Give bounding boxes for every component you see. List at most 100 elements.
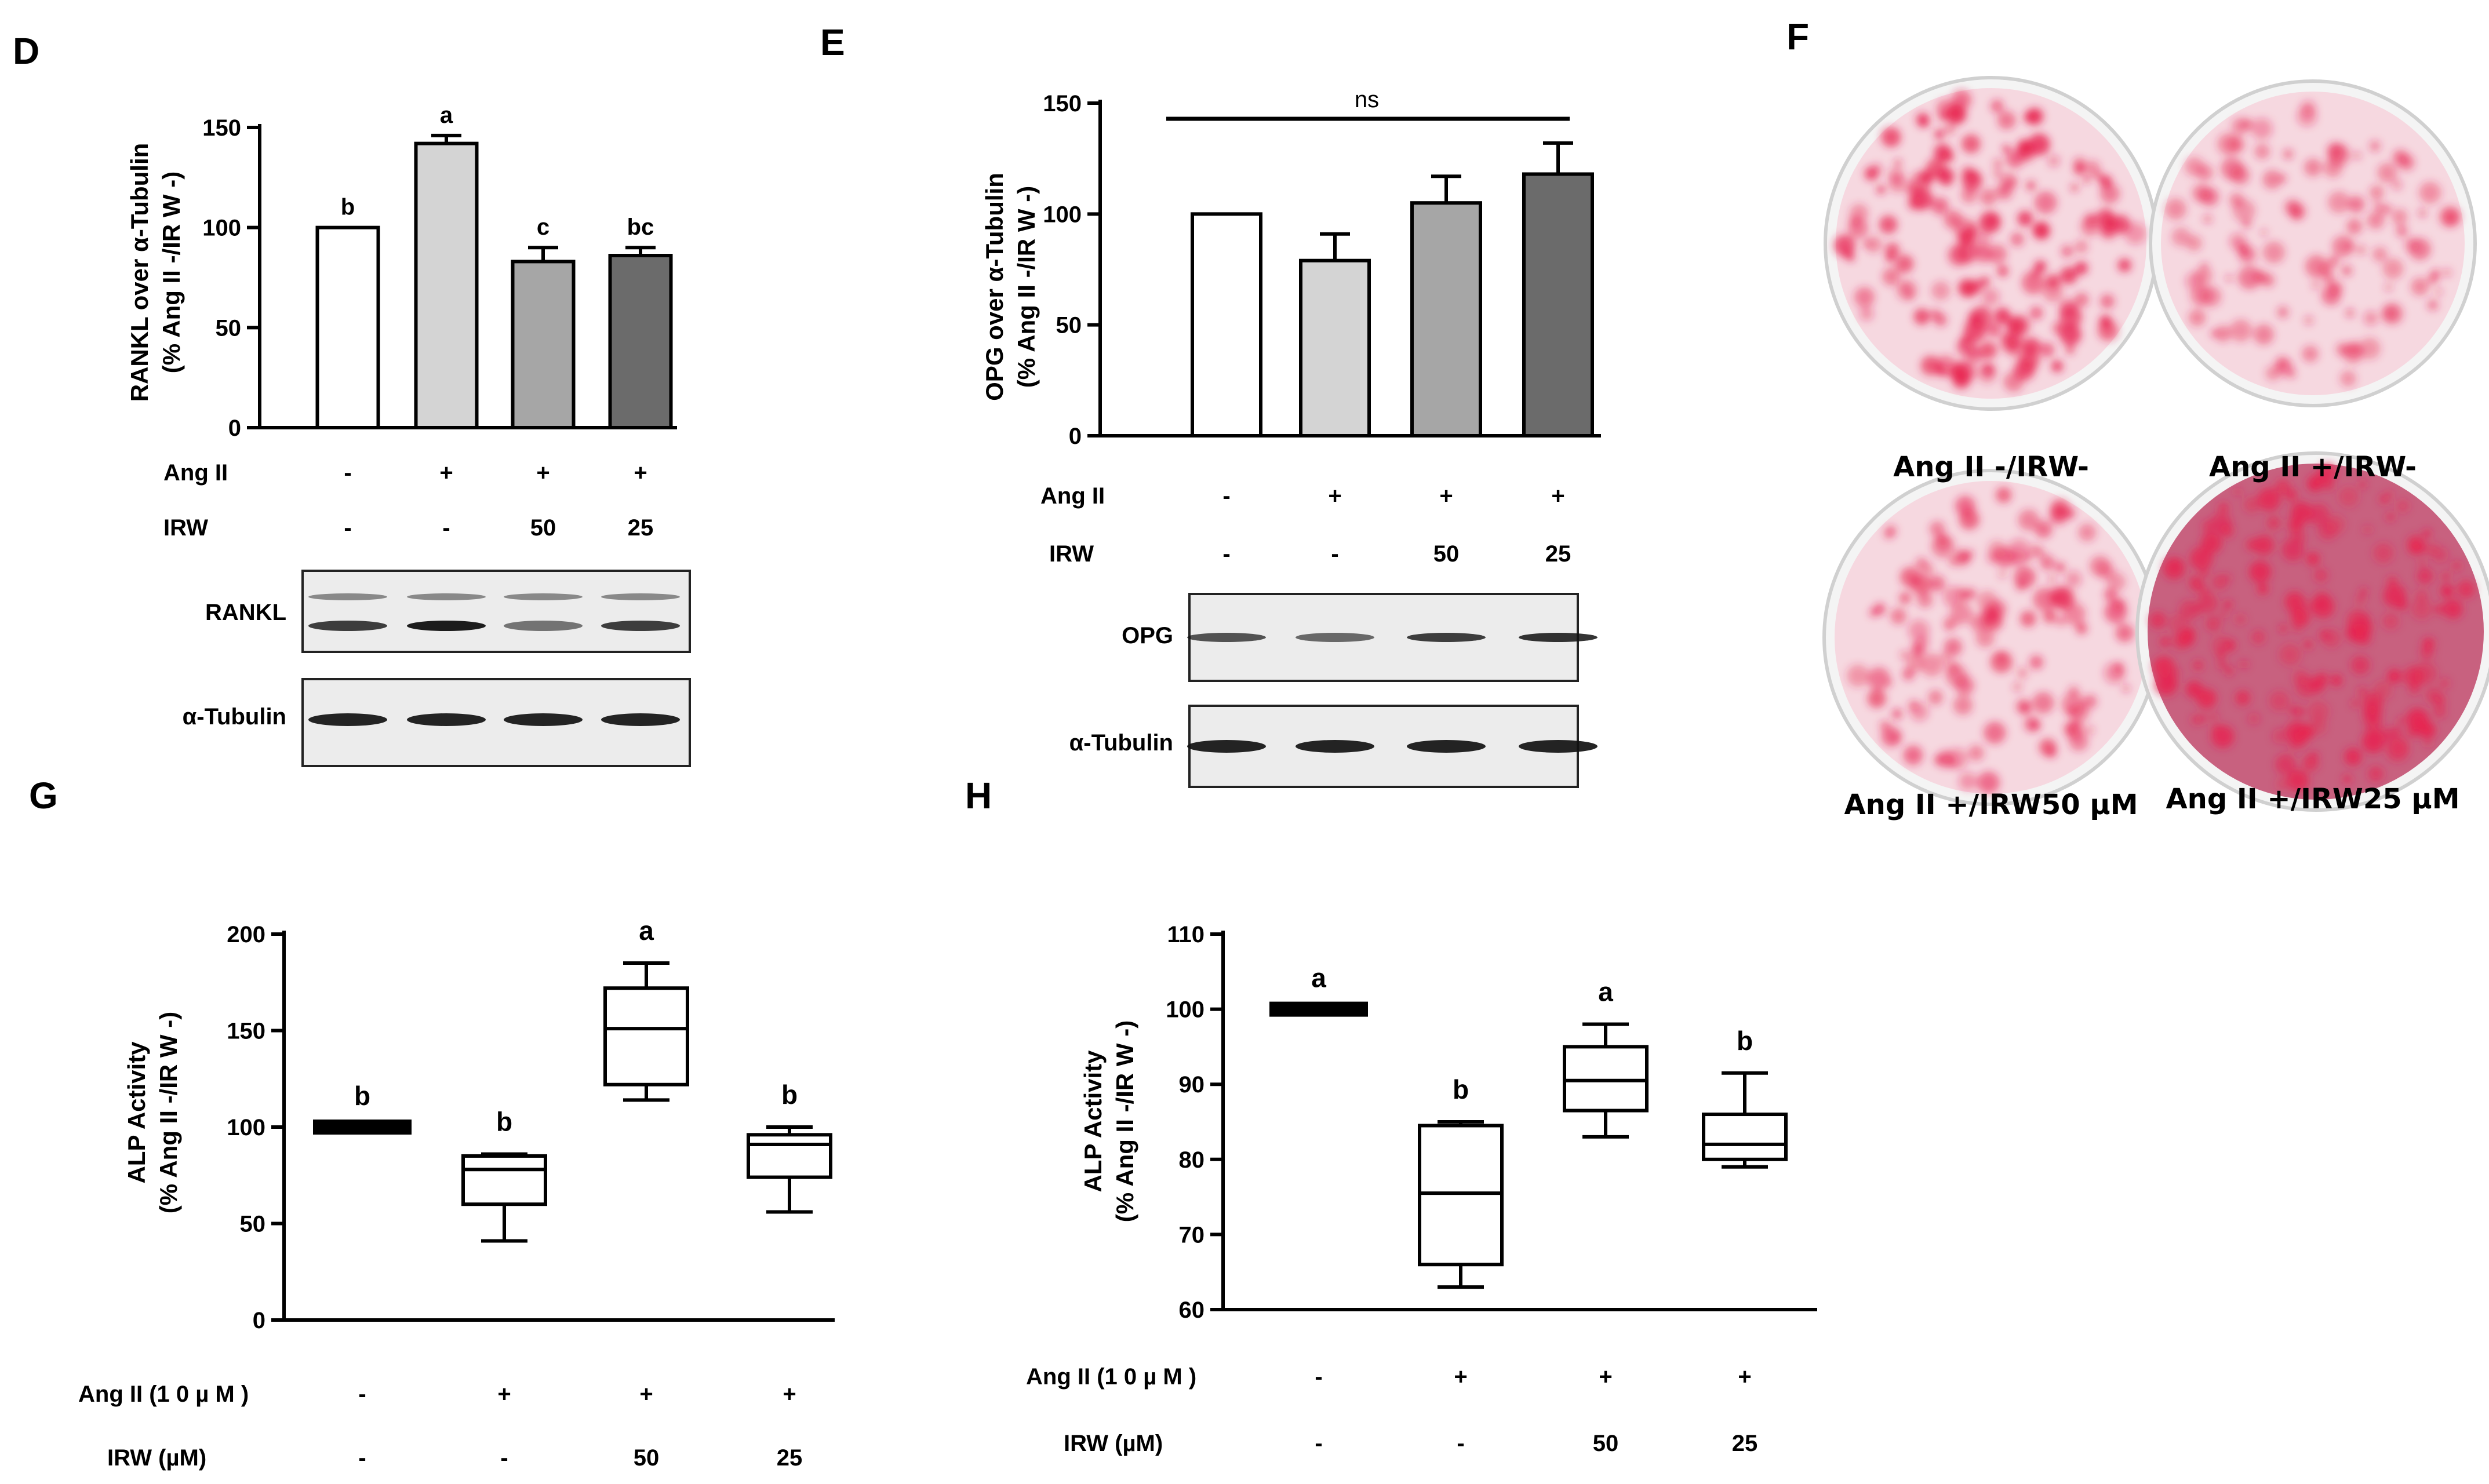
dish-0-stain-163 [1934,313,1947,327]
dish-3-stain-102 [2381,728,2395,742]
dish-3-stain-142 [2183,627,2196,640]
dish-3-stain-119 [2196,688,2217,709]
chart-e-ylabel-line2: (% Ang II -/IR W -) [1013,186,1040,388]
dish-3-stain-162 [2316,672,2328,684]
chart-e-ylabel-line1: OPG over α-Tubulin [981,173,1008,401]
D-y-tick-label-3: 150 [202,115,241,141]
dish-3-stain-150 [2391,726,2402,737]
D-bar-0 [315,225,380,429]
dish-0-stain-142 [1905,182,1920,197]
dish-3-stain-166 [2217,659,2228,669]
dish-3-stain-140 [2233,487,2242,497]
E-blot-0-band-0-lane-3 [1519,633,1598,642]
dish-2-stain-32 [2078,523,2097,542]
dish-3-stain-134 [2346,623,2365,642]
dish-3-stain-67 [2267,516,2280,530]
dish-2-stain-61 [1883,529,1894,539]
dish-1-stain-30 [2260,229,2268,236]
D-row-0-value-0: - [344,460,351,486]
dish-0-stain-131 [1962,229,1975,242]
dish-3-stain-3 [2251,630,2266,644]
G-row-1-value-1: - [500,1445,508,1471]
dish-2-stain-76 [1903,745,1923,765]
dish-2-stain-114 [2066,725,2075,734]
D-row-0-value-1: + [439,460,453,486]
dish-2-stain-108 [2052,586,2075,610]
chart-d-ylabel-line1: RANKL over α-Tubulin [126,143,153,402]
dish-0-stain-72 [2002,145,2011,153]
chart-d-condition-rows: Ang II - + + + IRW - - 50 25 [163,460,653,541]
E-row-0-value-3: + [1551,483,1564,509]
dish-3-stain-60 [2287,770,2309,792]
dish-3-stain-157 [2171,668,2180,676]
dish-2-stain-18 [1984,721,2006,744]
G-y-tick-label-4: 200 [227,922,265,947]
dish-3-stain-146 [2360,588,2368,596]
dish-0-stain-151 [2096,208,2115,227]
dish-3-stain-111 [2219,523,2234,538]
dish-1-stain-73 [2328,256,2339,267]
dish-0-stain-78 [2047,155,2060,167]
E-y-tick-label-2: 100 [1043,202,1082,227]
dish-3-stain-45 [2190,547,2213,570]
dish-0-stain-98 [1902,284,1911,293]
E-blot-label-0: OPG [1122,623,1173,648]
dish-3-stain-173 [2309,717,2327,735]
dish-2-stain-35 [1998,570,2007,578]
dish-3-stain-57 [2192,660,2204,671]
dish-2-stain-121 [1959,772,1977,791]
dish-0-stain-18 [1894,159,1902,167]
dish-3-stain-117 [2257,583,2269,595]
chart-e-western-blots: OPG α-Tubulin [1069,593,1598,788]
dish-3-stain-71 [2239,660,2248,669]
dish-1-stain-48 [2369,140,2381,152]
dish-3-stain-172 [2275,479,2291,495]
H-row-0-value-3: + [1738,1364,1751,1390]
dish-1-stain-38 [2200,286,2222,307]
chart-h-ylabel-line2: (% Ang II -/IR W -) [1111,1020,1138,1222]
dish-2-stain-27 [1950,602,1973,625]
D-bar-3 [608,254,673,429]
D-blot-1-band-0-lane-0 [308,713,387,726]
dish-2-stain-119 [1847,664,1869,687]
dish-3-stain-124 [2414,662,2437,684]
dish-2-stain-14 [1945,622,1953,631]
dish-3-stain-151 [2368,766,2384,782]
chart-e: 0 50 100 150 OPG over α-Tubulin (% Ang II -… [981,87,1601,788]
H-y-tick-label-2: 80 [1179,1147,1205,1173]
D-bar-1 [414,141,479,429]
E-row-1-value-2: 50 [1433,541,1460,567]
dish-3-stain-58 [2425,542,2440,557]
dish-caption-3: Ang II +/IRW50 µM [1844,789,2138,821]
dish-0-stain-68 [1997,265,2008,277]
dish-2-stain-123 [1982,610,2003,631]
D-bar-letter-3: bc [627,214,654,240]
dish-3-stain-97 [2355,595,2366,605]
dish-0-stain-145 [1863,240,1871,247]
dish-0-stain-103 [1885,242,1900,258]
E-blot-label-1: α-Tubulin [1069,730,1173,756]
G-y-tick-label-3: 150 [227,1019,265,1044]
D-blot-1-band-0-lane-1 [407,713,486,726]
dish-0-stain-124 [1970,231,1991,251]
D-bar-letter-2: c [537,214,550,240]
dish-0-stain-66 [1986,322,2002,337]
dish-3-stain-154 [2386,576,2398,587]
dish-2-stain-116 [2104,662,2126,684]
dish-0-stain-133 [2026,107,2044,125]
dish-2-stain-90 [1890,608,1907,625]
dish-0-stain-157 [1977,363,1997,383]
H-box-letter-0: a [1311,963,1326,993]
dish-2-stain-99 [2007,538,2031,562]
dish-1-stain-84 [2263,241,2285,264]
dish-1-stain-70 [2418,209,2427,217]
G-row-label-0: Ang II (1 0 µ M ) [78,1381,249,1407]
dish-1-stain-75 [2230,166,2250,185]
dish-0-stain-158 [1967,346,1984,363]
dish-3-stain-149 [2397,599,2407,610]
G-row-0-value-2: + [639,1381,653,1407]
chart-g-condition-rows: Ang II (1 0 µ M ) - + + + IRW (µM) - - 50 25 [78,1381,802,1471]
dish-0-stain-123 [1913,308,1930,325]
E-blot-1-band-0-lane-2 [1407,740,1486,753]
dish-3-stain-0 [2247,712,2260,725]
